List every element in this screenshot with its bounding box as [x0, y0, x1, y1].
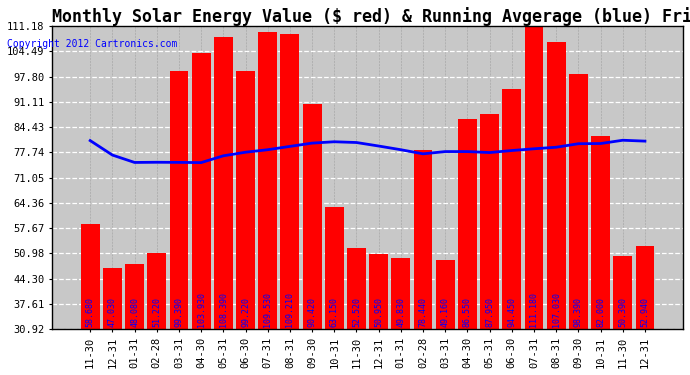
- Text: 109.210: 109.210: [286, 292, 295, 327]
- Bar: [214, 37, 233, 375]
- Bar: [436, 260, 455, 375]
- Bar: [325, 207, 344, 375]
- Bar: [103, 268, 122, 375]
- Bar: [391, 258, 411, 375]
- Text: 98.390: 98.390: [574, 297, 583, 327]
- Text: 109.530: 109.530: [263, 292, 273, 327]
- Bar: [569, 74, 588, 375]
- Bar: [347, 248, 366, 375]
- Text: 90.420: 90.420: [308, 297, 317, 327]
- Bar: [280, 33, 299, 375]
- Bar: [458, 119, 477, 375]
- Bar: [502, 89, 521, 375]
- Text: 52.520: 52.520: [352, 297, 361, 327]
- Text: 99.390: 99.390: [175, 297, 184, 327]
- Text: 103.930: 103.930: [197, 292, 206, 327]
- Bar: [148, 252, 166, 375]
- Text: 63.150: 63.150: [330, 297, 339, 327]
- Text: 51.220: 51.220: [152, 297, 161, 327]
- Text: 47.030: 47.030: [108, 297, 117, 327]
- Text: 50.950: 50.950: [374, 297, 383, 327]
- Text: 49.830: 49.830: [396, 297, 405, 327]
- Text: 86.550: 86.550: [463, 297, 472, 327]
- Bar: [480, 114, 499, 375]
- Text: Copyright 2012 Cartronics.com: Copyright 2012 Cartronics.com: [7, 39, 177, 49]
- Text: 50.390: 50.390: [618, 297, 627, 327]
- Bar: [170, 70, 188, 375]
- Text: 58.680: 58.680: [86, 297, 95, 327]
- Bar: [81, 224, 99, 375]
- Bar: [546, 42, 566, 375]
- Text: 108.390: 108.390: [219, 292, 228, 327]
- Bar: [369, 254, 388, 375]
- Bar: [613, 256, 632, 375]
- Text: 49.160: 49.160: [441, 297, 450, 327]
- Text: 48.080: 48.080: [130, 297, 139, 327]
- Text: 78.440: 78.440: [419, 297, 428, 327]
- Text: Monthly Solar Energy Value ($ red) & Running Avgerage (blue) Fri Jan 27 07:15: Monthly Solar Energy Value ($ red) & Run…: [52, 7, 690, 26]
- Text: 99.220: 99.220: [241, 297, 250, 327]
- Text: 82.000: 82.000: [596, 297, 605, 327]
- Bar: [192, 54, 210, 375]
- Bar: [303, 105, 322, 375]
- Text: 52.940: 52.940: [640, 297, 649, 327]
- Text: 87.950: 87.950: [485, 297, 494, 327]
- Text: 107.030: 107.030: [552, 292, 561, 327]
- Bar: [125, 264, 144, 375]
- Text: 111.180: 111.180: [529, 292, 538, 327]
- Bar: [635, 246, 654, 375]
- Bar: [258, 32, 277, 375]
- Text: 94.450: 94.450: [507, 297, 516, 327]
- Bar: [236, 71, 255, 375]
- Bar: [524, 26, 544, 375]
- Bar: [591, 136, 610, 375]
- Bar: [413, 150, 433, 375]
